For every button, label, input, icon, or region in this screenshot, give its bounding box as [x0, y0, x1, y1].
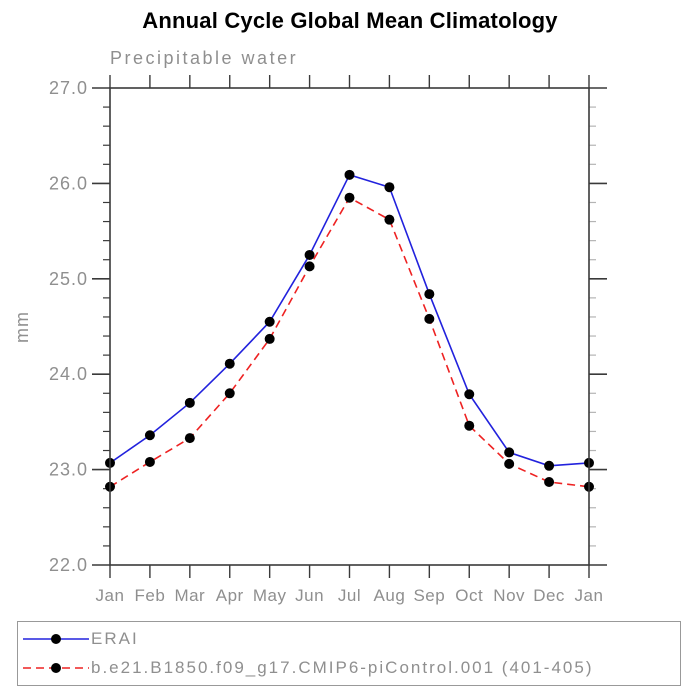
x-tick-label: Feb — [135, 586, 166, 605]
data-point — [424, 289, 435, 300]
data-point — [384, 182, 395, 193]
legend-line-sample-solid — [23, 634, 89, 644]
y-axis-label: mm — [12, 311, 32, 343]
axis-tick-labels: Jan Feb Mar Apr May Jun Jul Aug Sep Oct Nov Dec Jan 2… — [49, 78, 604, 605]
data-point — [384, 214, 395, 225]
series-line-1 — [109, 196, 590, 488]
data-point — [344, 192, 355, 203]
x-tick-label: Jan — [96, 586, 125, 605]
y-tick-label: 24.0 — [49, 364, 88, 384]
axis-ticks — [92, 75, 607, 578]
data-point — [184, 397, 195, 408]
x-tick-label: Dec — [533, 586, 565, 605]
x-tick-label: Oct — [455, 586, 483, 605]
data-point — [304, 261, 315, 272]
data-point — [224, 358, 235, 369]
data-point — [224, 388, 235, 399]
data-point — [184, 433, 195, 444]
y-tick-label: 22.0 — [49, 555, 88, 575]
y-tick-label: 27.0 — [49, 78, 88, 98]
x-tick-label: May — [253, 586, 287, 605]
legend-item-erai: ERAI — [21, 625, 680, 654]
legend-line-sample-dashed — [23, 663, 89, 673]
data-point — [304, 249, 315, 260]
data-point — [544, 477, 555, 488]
legend-box: ERAI b.e21.B1850.f09_g17.CMIP6-piControl… — [17, 621, 681, 686]
chart-title: Annual Cycle Global Mean Climatology — [142, 8, 558, 33]
y-tick-label: 23.0 — [49, 460, 88, 480]
plot-frame — [109, 87, 590, 566]
y-tick-label: 25.0 — [49, 269, 88, 289]
x-tick-label: Sep — [413, 586, 445, 605]
legend-label-erai: ERAI — [91, 629, 139, 648]
legend-label-picontrol: b.e21.B1850.f09_g17.CMIP6-piControl.001 … — [91, 658, 594, 677]
data-point — [144, 430, 155, 441]
data-point — [544, 460, 555, 471]
data-point — [264, 333, 275, 344]
data-series — [105, 169, 594, 492]
data-point — [504, 447, 515, 458]
data-point — [144, 456, 155, 467]
data-point — [464, 420, 475, 431]
data-point — [264, 316, 275, 327]
legend-item-picontrol: b.e21.B1850.f09_g17.CMIP6-piControl.001 … — [21, 654, 680, 683]
x-tick-label: Aug — [374, 586, 406, 605]
data-point — [424, 313, 435, 324]
x-tick-label: Nov — [493, 586, 525, 605]
chart-subtitle: Precipitable water — [110, 48, 299, 68]
x-tick-label: Jan — [575, 586, 604, 605]
data-point — [504, 458, 515, 469]
x-tick-label: Mar — [174, 586, 205, 605]
x-tick-label: Apr — [216, 586, 244, 605]
plot-area: Jan Feb Mar Apr May Jun Jul Aug Sep Oct Nov Dec Jan 2… — [12, 75, 607, 605]
x-tick-label: Jun — [295, 586, 324, 605]
y-tick-label: 26.0 — [49, 173, 88, 193]
x-tick-label: Jul — [338, 586, 361, 605]
data-point — [344, 169, 355, 180]
series-line-0 — [109, 173, 590, 467]
data-point — [464, 389, 475, 400]
